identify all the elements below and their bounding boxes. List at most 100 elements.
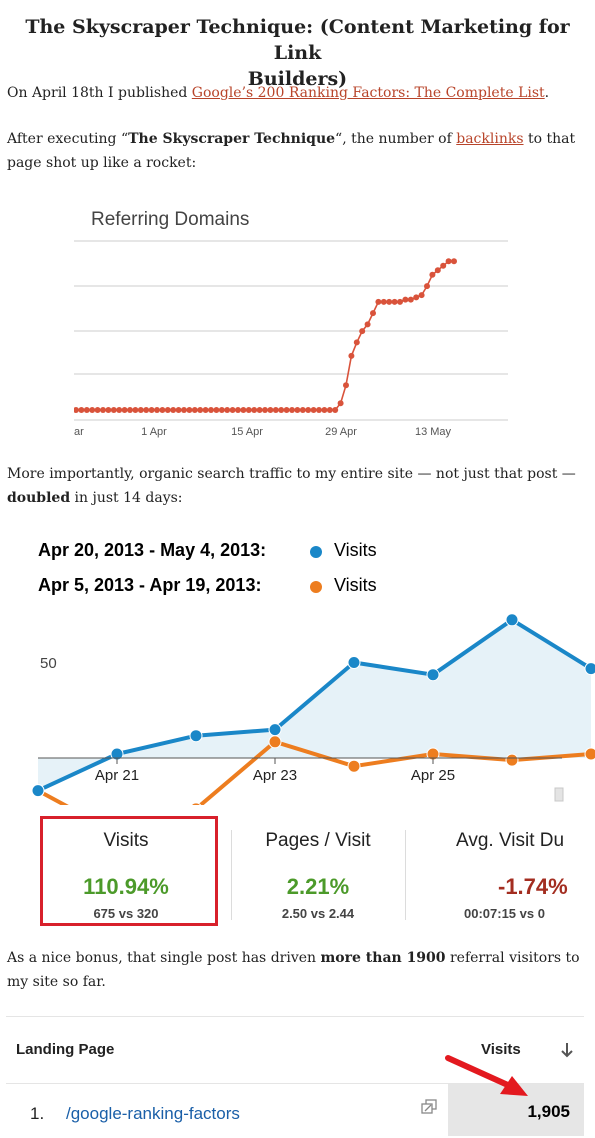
scroll-handle[interactable] [554, 787, 564, 802]
chart-title: Referring Domains [91, 209, 249, 230]
chart-point [370, 310, 376, 317]
p4-prefix: As a nice bonus, that single post has dr… [7, 950, 321, 966]
metric-value: -1.74% [498, 874, 568, 899]
chart-point [337, 400, 344, 407]
metric-comparison: 2.50 vs 2.44 [281, 906, 355, 921]
chart-gridlines [74, 240, 508, 421]
highlight-box [40, 816, 218, 926]
visits-series-line [37, 617, 593, 793]
chart-point [289, 407, 295, 413]
chart-x-tick-label: 29 Apr [325, 426, 357, 438]
chart-point [413, 294, 420, 301]
article-title-line1: The Skyscraper Technique: (Content Marke… [25, 16, 570, 64]
chart-point [148, 407, 155, 413]
row-number: 1. [30, 1104, 45, 1123]
chart-point [278, 407, 285, 413]
chart-point [105, 407, 112, 413]
x-tick-label: Apr 25 [411, 767, 455, 784]
chart-point [78, 407, 85, 413]
chart-point [451, 258, 457, 265]
visits-point [189, 729, 203, 743]
chart-series-line [76, 260, 454, 411]
chart-point [434, 267, 441, 274]
chart-point [170, 407, 177, 413]
p3-text: More importantly, organic search traffic… [7, 466, 576, 482]
chart-point [74, 407, 79, 413]
legend-current-name: Visits [334, 540, 377, 560]
chart-point [83, 407, 90, 413]
chart-point [305, 407, 312, 413]
chart-point [100, 407, 106, 413]
chart-point [159, 407, 166, 413]
chart-x-tick-label: 15 Apr [231, 426, 263, 438]
chart-point [386, 298, 393, 305]
chart-point [418, 292, 425, 299]
chart-point [402, 296, 409, 303]
visits-comparison-chart: Apr 21 Apr 23 Apr 25 50 [31, 613, 595, 805]
legend-current-range: Apr 20, 2013 - May 4, 2013: [38, 540, 267, 560]
visits-point [190, 802, 202, 805]
landing-page-link[interactable]: /google-ranking-factors [66, 1104, 240, 1123]
chart-point [272, 407, 279, 413]
chart-point [375, 298, 382, 305]
chart-point [424, 283, 430, 290]
metric-label: Avg. Visit Du [456, 830, 565, 851]
chart-point [316, 407, 322, 413]
ranking-factors-link[interactable]: Google’s 200 Ranking Factors: The Comple… [191, 85, 545, 101]
open-external-icon[interactable] [420, 1098, 438, 1116]
visits-series-line [37, 739, 592, 805]
referral-count-bold: more than 1900 [320, 950, 446, 966]
chart-point [348, 352, 355, 359]
chart-point [164, 407, 171, 413]
visits-point [505, 753, 519, 767]
visits-points [31, 613, 595, 805]
backlinks-link[interactable]: backlinks [456, 131, 524, 147]
visits-x-axis: Apr 21 Apr 23 Apr 25 [38, 757, 562, 784]
p4-suffix: referral visitors to my site so far. [7, 950, 580, 990]
visits-lines [37, 617, 593, 805]
chart-point [191, 407, 198, 413]
referring-domains-chart: Referring Domains 1 Apr 15 Apr 29 Apr 13 Ma… [74, 209, 508, 438]
metric-value: 110.94% [83, 874, 169, 899]
chart-point [121, 407, 128, 413]
chart-point [143, 407, 150, 413]
arrow-down-icon[interactable] [559, 1041, 575, 1059]
chart-point [218, 407, 225, 413]
chart-x-ticks: 1 Apr 15 Apr 29 Apr 13 May ar [74, 426, 452, 438]
chart-point [229, 407, 236, 413]
metric-visits: Visits 110.94% 675 vs 320 [40, 818, 212, 924]
column-header-landing-page[interactable]: Landing Page [16, 1041, 115, 1058]
chart-point [245, 407, 252, 413]
metric-pages-per-visit: Pages / Visit 2.21% 2.50 vs 2.44 [232, 818, 404, 924]
red-arrow-annotation [445, 1055, 528, 1096]
visits-point [584, 747, 595, 761]
x-tick-label: Apr 23 [253, 767, 297, 784]
chart-point [197, 407, 204, 413]
chart-point [440, 262, 447, 269]
visits-point [584, 662, 595, 676]
metric-avg-visit-duration: Avg. Visit Du -1.74% 00:07:15 vs 0 [406, 818, 595, 924]
chart-point [110, 407, 117, 413]
chart-point [208, 407, 214, 413]
legend-previous-dot [310, 581, 322, 593]
chart-point [137, 407, 144, 413]
traffic-paragraph: More importantly, organic search traffic… [7, 462, 587, 510]
chart-point [359, 328, 366, 335]
chart-point [127, 407, 133, 413]
column-header-visits[interactable]: Visits [481, 1041, 521, 1058]
chart-point [353, 339, 360, 346]
metric-label: Visits [103, 830, 149, 851]
chart-point [116, 407, 123, 413]
chart-x-tick-label: 1 Apr [141, 426, 167, 438]
visits-point [268, 723, 282, 737]
table-row: 1. /google-ranking-factors 1,905 [6, 1083, 584, 1136]
chart-point [310, 407, 317, 413]
p2-suffix: to that page shot up like a rocket: [7, 131, 576, 171]
legend-previous-range: Apr 5, 2013 - Apr 19, 2013: [38, 575, 262, 595]
legend-previous-name: Visits [334, 575, 377, 595]
chart-point [326, 407, 333, 413]
chart-point [407, 296, 414, 303]
skyscraper-paragraph: After executing “The Skyscraper Techniqu… [7, 127, 587, 175]
chart-point [89, 407, 96, 413]
metric-divider [405, 830, 406, 920]
